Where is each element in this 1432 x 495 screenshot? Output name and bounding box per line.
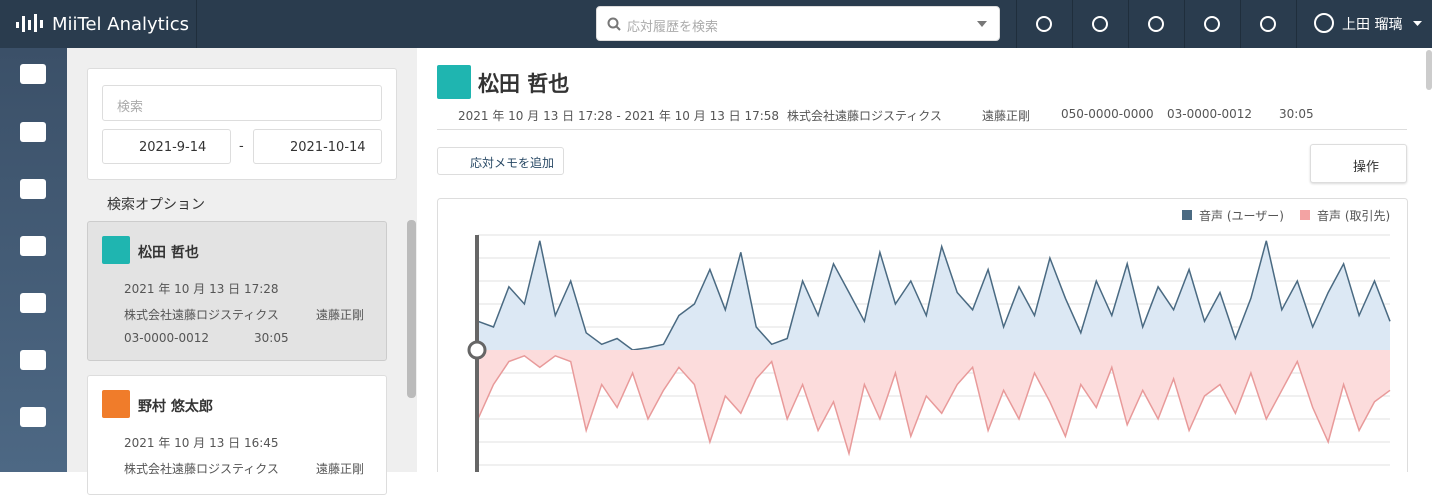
user-name[interactable]: 上田 瑠璃 <box>1342 17 1403 33</box>
user-avatar[interactable] <box>1314 13 1334 33</box>
call-name: 野村 悠太郎 <box>138 399 213 415</box>
detail-person: 遠藤正剛 <box>982 109 1031 123</box>
header-search[interactable]: 応対履歴を検索 <box>596 6 1000 41</box>
nav-rail <box>0 48 67 472</box>
playhead-handle[interactable] <box>467 340 487 360</box>
waveform-area <box>478 240 1390 350</box>
page-scrollbar[interactable] <box>1426 50 1432 90</box>
search-icon <box>607 17 621 31</box>
separator <box>196 0 197 48</box>
detail-company: 株式会社遠藤ロジスティクス <box>787 109 942 123</box>
search-options[interactable]: 検索オプション <box>107 197 205 213</box>
detail-avatar <box>437 65 471 99</box>
legend-swatch <box>1182 210 1192 220</box>
detail-duration: 30:05 <box>1279 107 1314 121</box>
avatar <box>102 390 130 418</box>
separator <box>1016 0 1017 48</box>
add-memo-button[interactable]: 応対メモを追加 <box>437 147 564 175</box>
help-icon[interactable] <box>1204 16 1220 32</box>
add-memo-label: 応対メモを追加 <box>470 156 555 170</box>
call-card[interactable]: 野村 悠太郎 2021 年 10 月 13 日 16:45 株式会社遠藤ロジステ… <box>87 375 387 495</box>
actions-label: 操作 <box>1353 160 1380 175</box>
waveform-panel: 音声 (ユーザー) 音声 (取引先) <box>437 198 1408 472</box>
date-from[interactable]: 2021-9-14 <box>102 129 231 164</box>
separator <box>1240 0 1241 48</box>
date-to-text: 2021-10-14 <box>290 140 366 155</box>
call-duration: 30:05 <box>254 331 289 345</box>
detail-from[interactable]: 050-0000-0000 <box>1061 107 1154 121</box>
waveform-area <box>478 350 1390 454</box>
phone-icon[interactable] <box>1092 16 1108 32</box>
call-phone[interactable]: 03-0000-0012 <box>124 331 210 345</box>
waveform-line <box>477 354 1391 457</box>
nav-calls[interactable] <box>20 122 46 142</box>
sidebar: 検索 2021-9-14 - 2021-10-14 検索オプション 松田 哲也 … <box>67 48 417 495</box>
nav-table[interactable] <box>20 236 46 256</box>
nav-video[interactable] <box>20 179 46 199</box>
date-separator: - <box>239 139 244 154</box>
separator <box>1184 0 1185 48</box>
legend-label: 音声 (取引先) <box>1317 209 1390 223</box>
date-to[interactable]: 2021-10-14 <box>253 129 382 164</box>
scrollbar[interactable] <box>407 220 416 398</box>
call-name: 松田 哲也 <box>138 245 199 261</box>
avatar <box>102 236 130 264</box>
call-person: 遠藤正剛 <box>316 462 365 476</box>
call-datetime: 2021 年 10 月 13 日 17:28 <box>124 282 279 296</box>
logo-icon <box>16 14 43 32</box>
nav-analytics[interactable] <box>20 64 46 84</box>
nav-tasks[interactable] <box>20 350 46 370</box>
dashboard-icon[interactable] <box>1148 16 1164 32</box>
notifications-icon[interactable] <box>1036 16 1052 32</box>
detail-to[interactable]: 03-0000-0012 <box>1167 107 1253 121</box>
user-caret <box>1413 21 1422 26</box>
nav-contacts[interactable] <box>20 293 46 313</box>
search-placeholder: 検索 <box>117 100 144 115</box>
search-panel: 検索 2021-9-14 - 2021-10-14 <box>87 68 397 180</box>
legend-swatch <box>1300 210 1310 220</box>
call-company: 株式会社遠藤ロジスティクス <box>124 308 279 322</box>
call-person: 遠藤正剛 <box>316 308 365 322</box>
dropdown-caret <box>977 21 987 27</box>
date-from-text: 2021-9-14 <box>139 140 207 155</box>
top-bar: MiiTel Analytics 応対履歴を検索 上田 瑠璃 <box>0 0 1432 48</box>
nav-calendar[interactable] <box>20 407 46 427</box>
search-placeholder: 応対履歴を検索 <box>627 20 719 35</box>
actions-button[interactable]: 操作 <box>1310 144 1407 183</box>
separator <box>1296 0 1297 48</box>
separator <box>1072 0 1073 48</box>
call-card-selected[interactable]: 松田 哲也 2021 年 10 月 13 日 17:28 株式会社遠藤ロジスティ… <box>87 221 387 361</box>
divider <box>437 129 1407 130</box>
separator <box>1128 0 1129 48</box>
call-company: 株式会社遠藤ロジスティクス <box>124 462 279 476</box>
sidebar-search[interactable]: 検索 <box>102 85 382 121</box>
logo: MiiTel Analytics <box>52 14 190 35</box>
call-datetime: 2021 年 10 月 13 日 16:45 <box>124 436 279 450</box>
waveform-line <box>477 240 1391 351</box>
settings-icon[interactable] <box>1260 16 1276 32</box>
detail-datetime: 2021 年 10 月 13 日 17:28 - 2021 年 10 月 13 … <box>458 109 780 123</box>
legend-label: 音声 (ユーザー) <box>1199 209 1284 223</box>
detail-name: 松田 哲也 <box>478 72 570 96</box>
